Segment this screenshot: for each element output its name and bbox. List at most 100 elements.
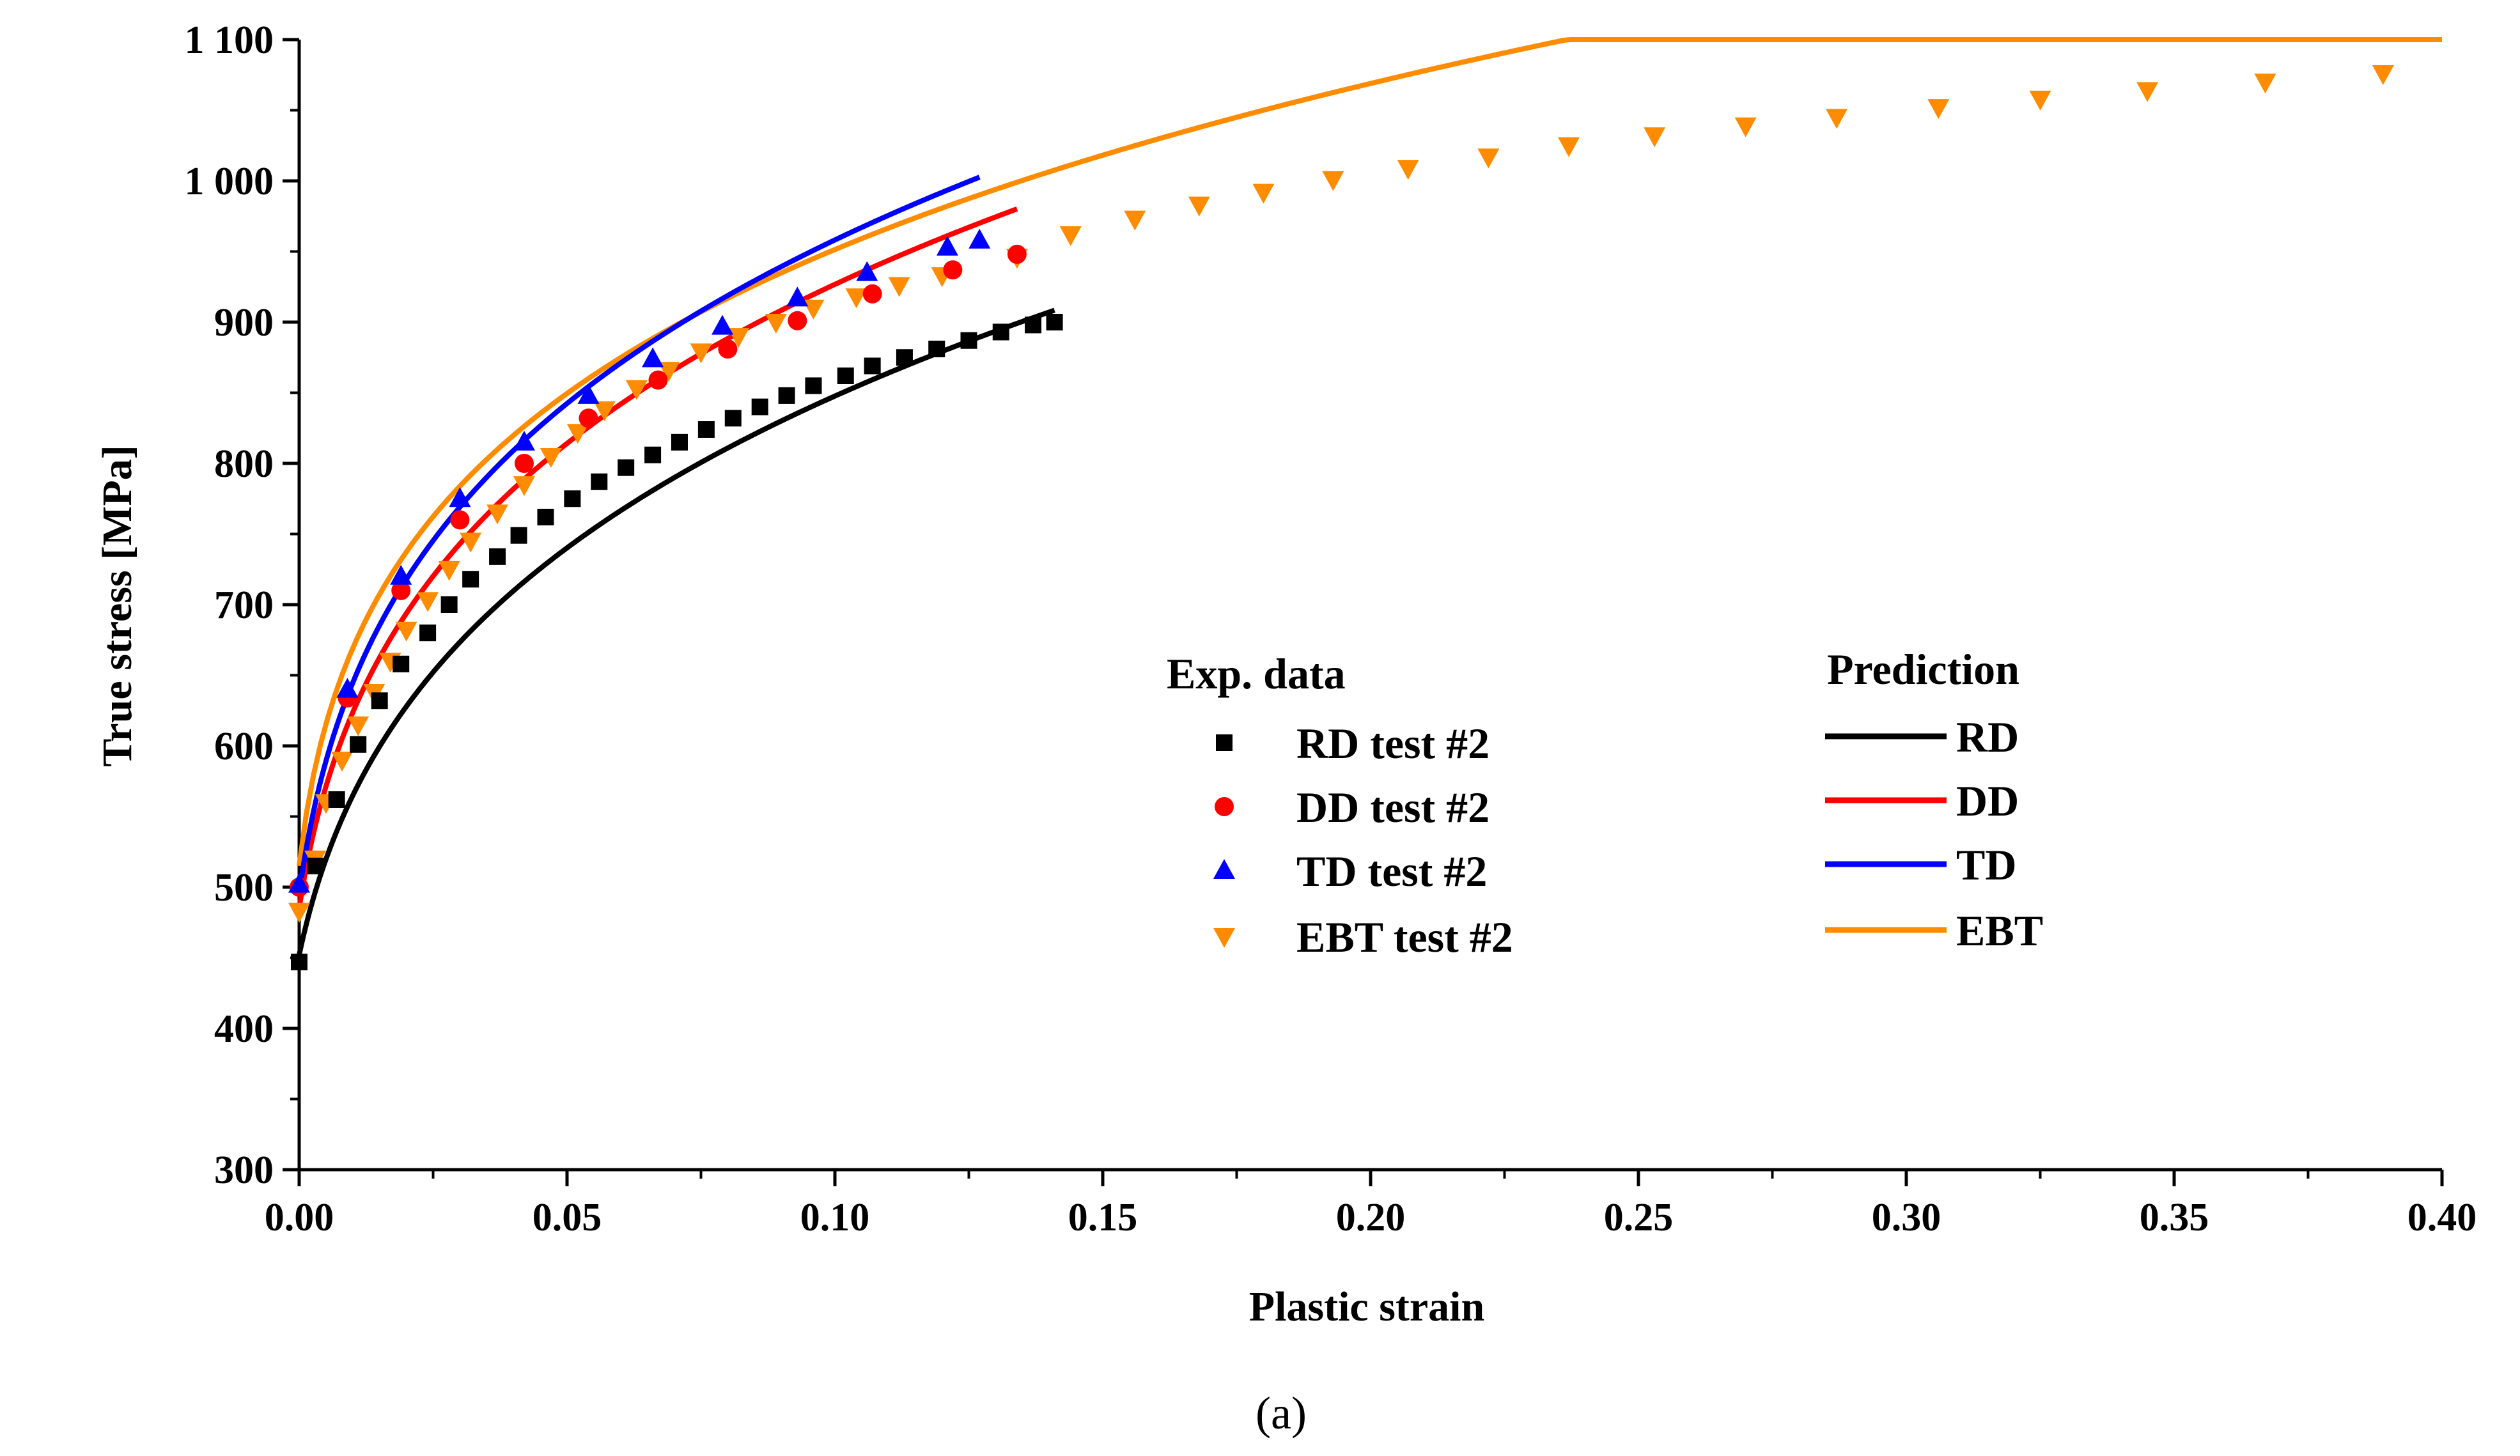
data-point-ebt (1734, 117, 1757, 137)
data-point-dd (1007, 244, 1027, 264)
data-point-dd (718, 339, 738, 359)
figure-caption: (a) (1256, 1388, 1307, 1439)
data-point-ebt (845, 288, 867, 309)
data-point-ebt (486, 504, 509, 525)
data-point-ebt (288, 902, 310, 923)
data-point-ebt (460, 532, 482, 553)
y-tick-label: 1 000 (185, 160, 274, 203)
data-point-ebt (331, 752, 354, 772)
data-point-rd (291, 954, 307, 971)
y-tick-label: 600 (214, 725, 274, 768)
data-point-ebt (2254, 74, 2276, 94)
data-point-ebt (2029, 90, 2051, 111)
prediction-line-dd (297, 206, 1018, 909)
data-point-rd (510, 527, 527, 544)
data-point-rd (960, 332, 977, 349)
data-point-td (513, 430, 535, 451)
data-point-ebt (1826, 109, 1848, 129)
data-point-rd (307, 857, 324, 874)
data-point-ebt (1252, 183, 1275, 204)
x-tick-label: 0.30 (1872, 1196, 1941, 1239)
data-point-rd (419, 624, 437, 642)
y-tick-label: 1 100 (185, 19, 274, 62)
legend-label-exp-td: TD test #2 (1296, 847, 1487, 895)
legend-label-exp-ebt: EBT test #2 (1296, 913, 1513, 961)
data-point-ebt (566, 424, 589, 444)
data-point-rd (350, 736, 367, 753)
data-point-rd (489, 548, 506, 565)
data-point-rd (537, 508, 554, 525)
axes-layer: 0.00 0.05 0.10 0.15 0.20 0.25 0.30 0.35 0.40 300 4… (185, 19, 2477, 1239)
x-tick-label: 0.00 (265, 1196, 334, 1239)
legend-marker-ebt (1213, 928, 1235, 948)
data-point-rd (1025, 316, 1042, 334)
data-point-rd (440, 596, 458, 613)
data-point-rd (864, 357, 881, 375)
legend-prediction-title: Prediction (1827, 645, 2019, 693)
legend-label-exp-rd: RD test #2 (1296, 719, 1489, 768)
data-point-ebt (347, 716, 369, 736)
data-point-ebt (727, 328, 750, 348)
data-point-ebt (1397, 160, 1419, 180)
data-point-td (642, 347, 664, 368)
data-point-dd (943, 260, 963, 280)
data-point-dd (648, 370, 668, 390)
data-point-ebt (1477, 148, 1500, 169)
data-point-rd (564, 490, 581, 507)
data-point-rd (992, 323, 1009, 341)
data-point-ebt (888, 277, 910, 297)
data-point-rd (751, 398, 768, 415)
data-point-rd (724, 410, 742, 427)
data-point-dd (391, 580, 411, 600)
data-point-ebt (513, 476, 535, 497)
legend-marker-td (1213, 859, 1235, 879)
data-point-dd (579, 408, 598, 428)
data-point-ebt (1644, 127, 1666, 148)
data-point-ebt (1124, 210, 1146, 231)
x-tick-label: 0.40 (2407, 1196, 2477, 1239)
y-tick-label: 800 (214, 442, 274, 486)
legend-marker-dd (1215, 797, 1234, 816)
legend-label-pred-dd: DD (1956, 777, 2019, 825)
legend-layer: Exp. data Prediction RD test #2 DD test #2 T… (1167, 645, 2043, 961)
data-point-td (577, 383, 600, 404)
data-point-dd (862, 284, 882, 304)
y-tick-label: 500 (214, 866, 274, 910)
data-point-rd (328, 791, 345, 808)
data-point-rd (928, 340, 945, 357)
data-point-td (336, 678, 359, 698)
x-tick-label: 0.20 (1336, 1196, 1406, 1239)
data-point-ebt (2372, 65, 2394, 86)
data-point-ebt (1322, 171, 1344, 191)
data-point-ebt (2136, 82, 2159, 102)
legend-label-pred-rd: RD (1956, 713, 2019, 761)
prediction-line-rd (297, 307, 1055, 956)
data-point-td (936, 235, 958, 256)
x-tick-label: 0.10 (800, 1196, 870, 1239)
data-point-rd (1046, 314, 1063, 330)
data-point-rd (371, 692, 388, 709)
x-axis-title: Plastic strain (1249, 1283, 1484, 1330)
data-point-rd (778, 387, 795, 404)
data-point-dd (450, 510, 470, 530)
data-point-td (288, 872, 310, 893)
markers-layer (288, 65, 2394, 971)
data-point-rd (896, 349, 913, 366)
data-point-ebt (540, 447, 562, 468)
data-point-ebt (802, 299, 825, 320)
data-point-rd (618, 459, 635, 476)
data-point-ebt (593, 401, 616, 422)
data-point-td (390, 564, 412, 585)
data-point-rd (591, 473, 608, 490)
data-point-td (712, 314, 734, 335)
legend-label-pred-td: TD (1956, 840, 2016, 889)
data-point-rd (837, 367, 854, 384)
x-tick-label: 0.15 (1068, 1196, 1138, 1239)
x-tick-label: 0.35 (2140, 1196, 2209, 1239)
y-tick-label: 900 (214, 301, 274, 345)
data-point-rd (805, 377, 822, 394)
data-point-ebt (765, 314, 787, 334)
data-point-rd (462, 571, 479, 588)
